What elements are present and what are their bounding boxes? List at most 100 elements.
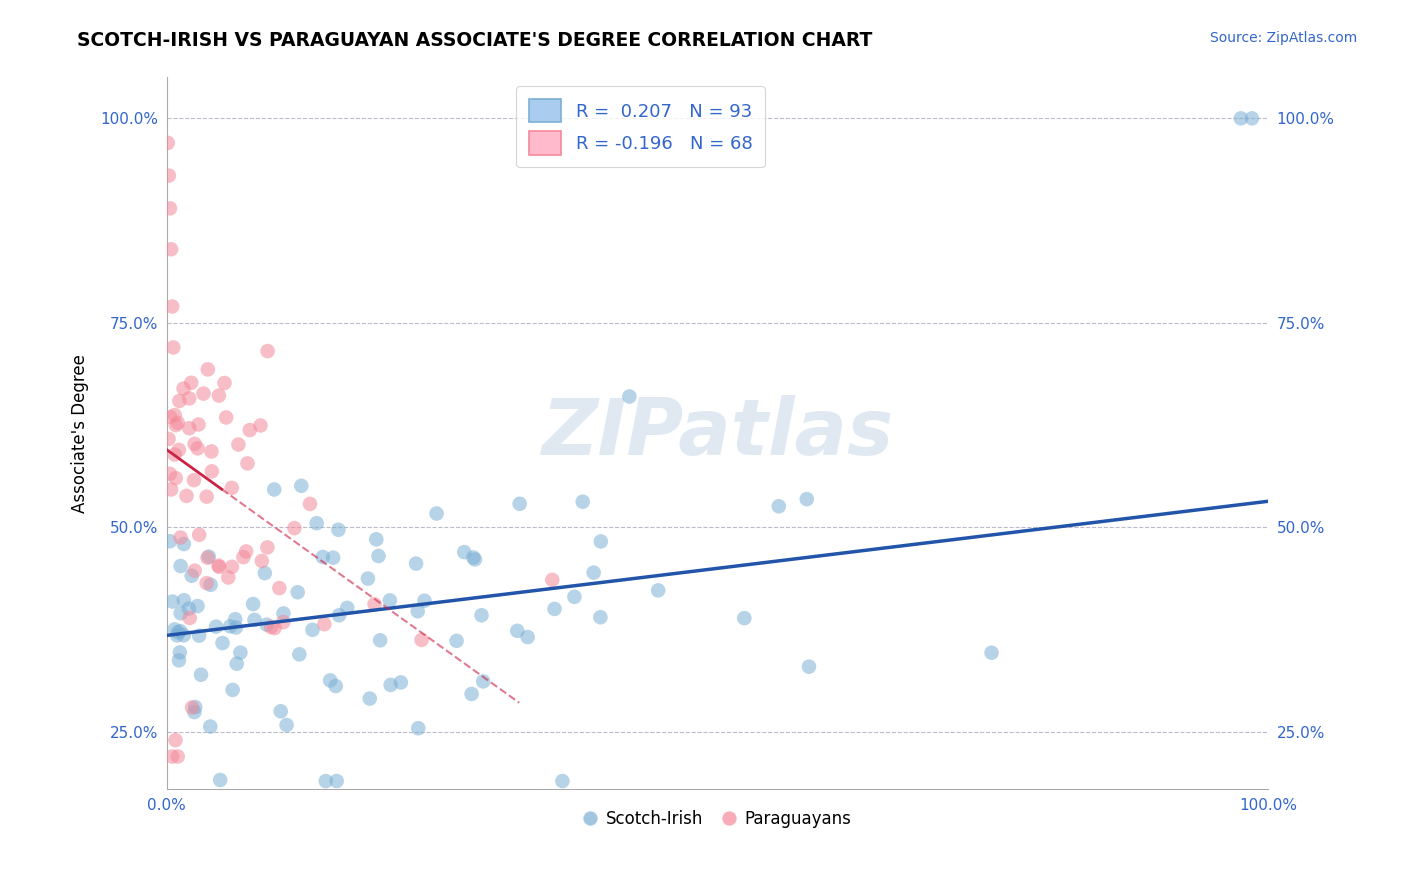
Point (183, 437, 205, 451)
Point (167, 625, 190, 640)
Point (159, 409, 181, 424)
Point (298, 497, 321, 511)
Point (405, 557, 427, 571)
Point (460, 687, 482, 701)
Point (176, 489, 198, 503)
Point (357, 572, 380, 586)
Point (217, 570, 239, 584)
Point (186, 599, 208, 613)
Point (207, 558, 229, 573)
Point (582, 566, 605, 580)
Point (312, 549, 335, 564)
Point (368, 633, 391, 648)
Point (411, 632, 433, 647)
Point (224, 612, 246, 626)
Point (159, 467, 181, 481)
Point (290, 479, 312, 493)
Point (543, 602, 565, 616)
Point (183, 705, 205, 719)
Point (328, 523, 350, 537)
Point (426, 507, 449, 521)
Point (472, 674, 495, 689)
Point (509, 497, 531, 511)
Point (187, 417, 209, 432)
Point (160, 749, 183, 764)
Point (541, 573, 564, 587)
Point (200, 719, 222, 733)
Point (173, 593, 195, 607)
Point (208, 559, 231, 574)
Point (225, 657, 247, 671)
Point (367, 549, 389, 563)
Point (797, 659, 820, 673)
Point (180, 568, 202, 582)
Point (446, 633, 468, 648)
Point (235, 544, 257, 558)
Y-axis label: Associate's Degree: Associate's Degree (72, 354, 89, 513)
Point (173, 628, 195, 642)
Point (796, 492, 818, 507)
Point (276, 718, 298, 732)
Point (305, 516, 328, 531)
Point (200, 444, 222, 458)
Point (193, 386, 215, 401)
Text: Source: ZipAtlas.com: Source: ZipAtlas.com (1209, 31, 1357, 45)
Point (242, 597, 264, 611)
Point (325, 774, 347, 789)
Point (208, 388, 231, 402)
Point (301, 623, 323, 637)
Point (243, 613, 266, 627)
Point (283, 521, 305, 535)
Point (378, 593, 401, 607)
Point (177, 601, 200, 615)
Point (163, 408, 186, 422)
Point (269, 581, 291, 595)
Point (389, 675, 412, 690)
Point (768, 500, 790, 514)
Point (564, 590, 586, 604)
Point (463, 550, 485, 565)
Point (225, 620, 247, 634)
Point (1240, 112, 1263, 126)
Point (516, 630, 538, 644)
Point (195, 576, 218, 591)
Point (165, 733, 187, 747)
Point (183, 564, 205, 578)
Text: SCOTCH-IRISH VS PARAGUAYAN ASSOCIATE'S DEGREE CORRELATION CHART: SCOTCH-IRISH VS PARAGUAYAN ASSOCIATE'S D… (77, 31, 873, 50)
Point (169, 531, 191, 545)
Point (181, 700, 204, 714)
Point (169, 606, 191, 620)
Point (253, 566, 276, 580)
Legend: Scotch-Irish, Paraguayans: Scotch-Irish, Paraguayans (576, 803, 858, 834)
Point (166, 628, 188, 642)
Point (733, 611, 755, 625)
Point (200, 578, 222, 592)
Point (165, 471, 187, 485)
Point (160, 483, 183, 497)
Point (256, 344, 278, 359)
Text: ZIPatlas: ZIPatlas (541, 395, 894, 471)
Point (551, 774, 574, 789)
Point (250, 554, 273, 568)
Point (263, 621, 285, 635)
Point (167, 653, 190, 667)
Point (159, 534, 181, 549)
Point (256, 541, 278, 555)
Point (232, 550, 254, 565)
Point (169, 645, 191, 659)
Point (589, 534, 612, 549)
Point (188, 528, 211, 542)
Point (188, 629, 211, 643)
Point (380, 678, 402, 692)
Point (249, 418, 271, 433)
Point (228, 437, 250, 451)
Point (319, 673, 342, 688)
Point (273, 607, 295, 621)
Point (169, 394, 191, 409)
Point (314, 617, 336, 632)
Point (173, 382, 195, 396)
Point (322, 550, 344, 565)
Point (195, 490, 218, 504)
Point (162, 594, 184, 608)
Point (315, 774, 337, 789)
